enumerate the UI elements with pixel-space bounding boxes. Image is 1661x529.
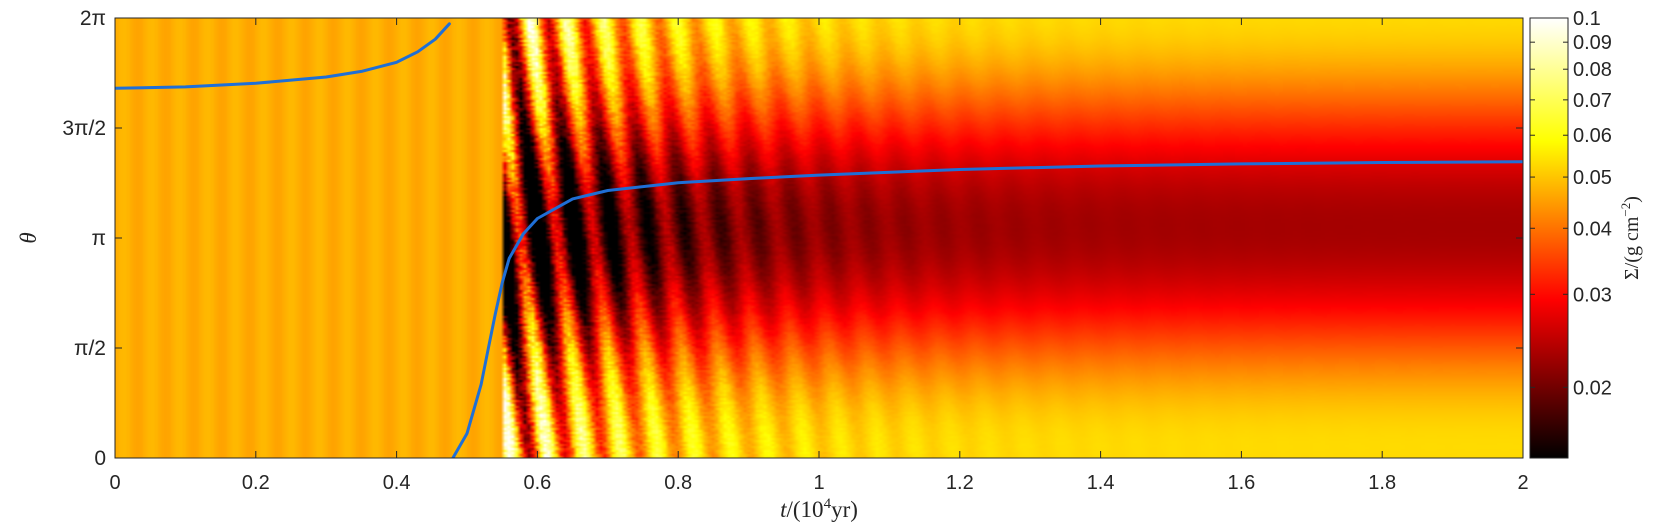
y-axis: 0 π/2 π 3π/2 2π	[62, 7, 1523, 470]
x-axis: 0 0.2 0.4 0.6 0.8 1 1.2 1.4 1.6 1.8 2	[109, 18, 1529, 494]
colorbar-tick-label: 0.06	[1573, 125, 1612, 147]
colorbar-tick-label: 0.08	[1573, 59, 1612, 81]
y-axis-label: θ	[16, 232, 41, 243]
y-tick-label: π/2	[74, 337, 106, 360]
x-tick-label: 2	[1517, 472, 1528, 494]
series-line-segment	[451, 160, 1523, 458]
colorbar-tick-label: 0.04	[1573, 218, 1612, 240]
colorbar-tick-label: 0.09	[1573, 32, 1612, 54]
series-lines	[115, 22, 1523, 458]
y-tick-label: π	[92, 227, 107, 250]
x-tick-label: 0.6	[523, 472, 551, 494]
x-axis-label: t/(104yr)	[780, 496, 858, 522]
y-tick-label: 0	[94, 447, 106, 470]
y-tick-label: 2π	[80, 7, 106, 30]
x-tick-label: 1.4	[1087, 472, 1115, 494]
colorbar-label: Σ/(g cm−2)	[1618, 196, 1643, 280]
x-tick-label: 0.8	[664, 472, 692, 494]
x-tick-label: 0.2	[242, 472, 270, 494]
y-tick-label: 3π/2	[62, 117, 106, 140]
colorbar-ticks: 0.02 0.03 0.04 0.05 0.06 0.07 0.08 0.090.1	[1530, 8, 1612, 399]
colorbar-tick-label: 0.05	[1573, 167, 1612, 189]
colorbar-tick-label: 0.07	[1573, 90, 1612, 112]
colorbar-tick-label: 0.02	[1573, 377, 1612, 399]
plot-area	[115, 18, 1523, 458]
series-line-segment	[115, 22, 451, 90]
colorbar-gradient	[1529, 17, 1569, 459]
x-tick-label: 1.8	[1368, 472, 1396, 494]
x-tick-label: 0.4	[383, 472, 411, 494]
colorbar: 0.02 0.03 0.04 0.05 0.06 0.07 0.08 0.090.1 Σ/(g…	[1529, 8, 1643, 459]
colorbar-tick-label: 0.1	[1573, 8, 1601, 30]
x-tick-label: 0	[109, 472, 120, 494]
x-tick-label: 1	[813, 472, 824, 494]
colorbar-tick-label: 0.03	[1573, 284, 1612, 306]
x-tick-label: 1.2	[946, 472, 974, 494]
x-tick-label: 1.6	[1227, 472, 1255, 494]
